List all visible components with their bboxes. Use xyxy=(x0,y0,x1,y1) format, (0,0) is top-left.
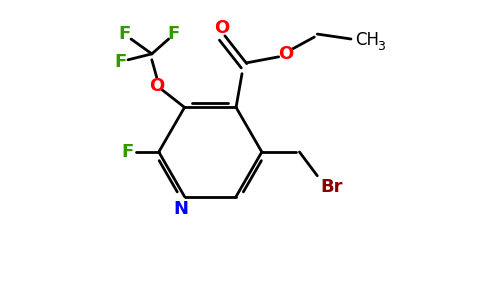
Text: CH: CH xyxy=(355,31,379,49)
Text: F: F xyxy=(167,25,180,43)
Text: F: F xyxy=(114,53,126,71)
Text: 3: 3 xyxy=(377,40,385,53)
Text: N: N xyxy=(173,200,188,218)
Text: O: O xyxy=(214,19,230,37)
Text: O: O xyxy=(278,45,293,63)
Text: Br: Br xyxy=(320,178,342,196)
Text: O: O xyxy=(149,76,165,94)
Text: F: F xyxy=(121,143,133,161)
Text: F: F xyxy=(118,25,130,43)
